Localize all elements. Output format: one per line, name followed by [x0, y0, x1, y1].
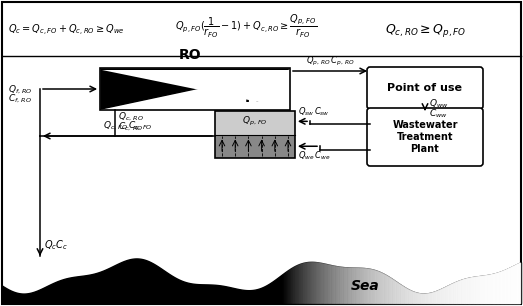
Text: $Q_{sw}\,C_{sw}$: $Q_{sw}\,C_{sw}$	[298, 106, 330, 118]
Text: $C_{c,\,RO}$: $C_{c,\,RO}$	[118, 121, 143, 133]
Text: $Q_{c,\,FO}\,C_{c,\,FO}$: $Q_{c,\,FO}\,C_{c,\,FO}$	[103, 120, 152, 132]
Text: Point of use: Point of use	[388, 83, 462, 93]
FancyBboxPatch shape	[367, 67, 483, 109]
Text: $Q_{p,\,RO}\,C_{p,\,RO}$: $Q_{p,\,RO}\,C_{p,\,RO}$	[306, 55, 354, 68]
Text: $Q_c=Q_{c,FO}+Q_{c,RO}\geq Q_{we}$: $Q_c=Q_{c,FO}+Q_{c,RO}\geq Q_{we}$	[8, 22, 124, 38]
Bar	[215, 135, 295, 158]
Bar	[215, 111, 295, 135]
Polygon shape	[101, 69, 289, 109]
FancyBboxPatch shape	[367, 108, 483, 166]
Text: $Q_{c,\,RO}$: $Q_{c,\,RO}$	[118, 111, 144, 123]
Text: $C_{ww}$: $C_{ww}$	[429, 107, 448, 120]
Text: $Q_{we}\,C_{we}$: $Q_{we}\,C_{we}$	[298, 149, 331, 162]
Text: $C_{f,\,RO}$: $C_{f,\,RO}$	[8, 93, 32, 105]
Text: $Q_{ww}$: $Q_{ww}$	[429, 97, 448, 110]
Text: $Q_{p,FO}(\dfrac{1}{r_{FO}}-1)+Q_{c,RO}\geq\dfrac{Q_{p,FO}}{r_{FO}}$: $Q_{p,FO}(\dfrac{1}{r_{FO}}-1)+Q_{c,RO}\…	[175, 13, 317, 39]
Text: $Q_{p,\,FO}$: $Q_{p,\,FO}$	[242, 115, 268, 128]
Text: FO: FO	[244, 91, 266, 105]
Text: $Q_{c,RO}\geq Q_{p,FO}$: $Q_{c,RO}\geq Q_{p,FO}$	[385, 21, 466, 39]
Bar	[100, 68, 290, 110]
Polygon shape	[102, 70, 288, 108]
Text: $Q_{f,\,RO}$: $Q_{f,\,RO}$	[8, 84, 33, 96]
Bar	[215, 111, 295, 158]
Text: RO: RO	[179, 48, 201, 62]
Text: Wastewater
Treatment
Plant: Wastewater Treatment Plant	[392, 120, 458, 155]
Text: $Q_c C_c$: $Q_c C_c$	[44, 238, 68, 252]
Text: Sea: Sea	[350, 279, 379, 293]
